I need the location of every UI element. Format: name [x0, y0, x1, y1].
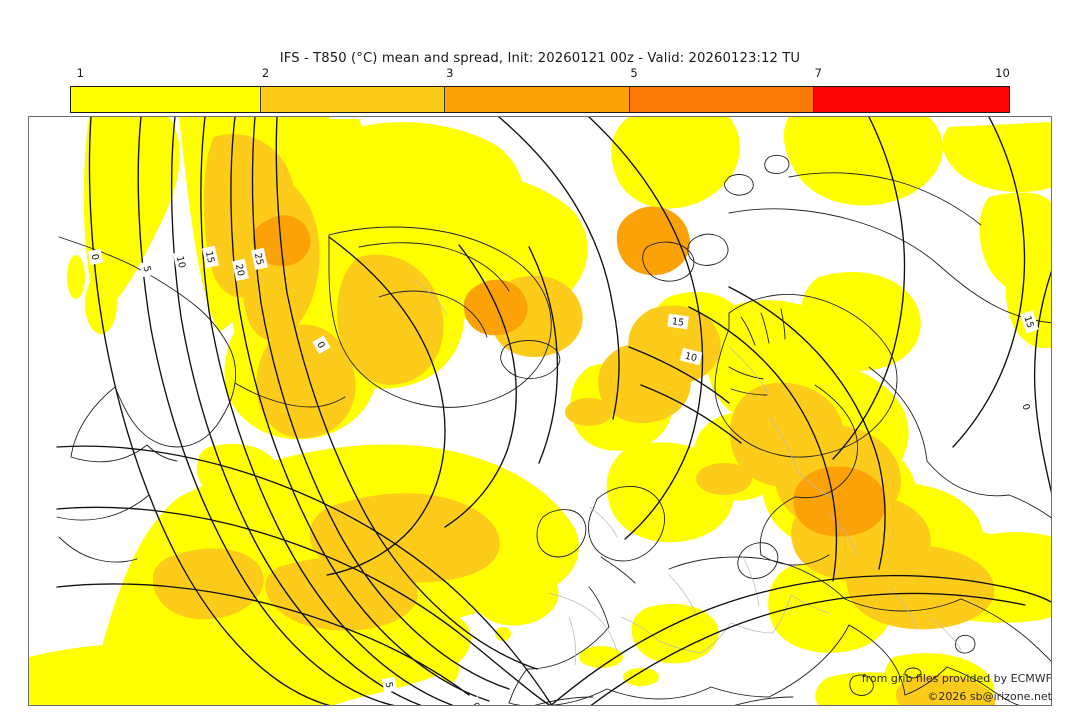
contour-lines — [56, 117, 1051, 705]
colorbar-tick-labels: 1 2 3 5 7 10 — [70, 66, 1010, 84]
colorbar-tick-7: 7 — [814, 66, 822, 80]
map-canvas[interactable]: 0 5 10 15 20 — [28, 116, 1052, 706]
colorbar-segment-3-5 — [444, 87, 630, 112]
colorbar-tick-5: 5 — [630, 66, 638, 80]
contour-label-0c: 0 — [469, 701, 481, 706]
contour-label-0d: 0 — [1019, 403, 1031, 412]
colorbar-gradient — [70, 86, 1010, 113]
page-title: IFS - T850 (°C) mean and spread, Init: 2… — [279, 51, 801, 66]
country-borders — [412, 278, 964, 666]
coastlines — [56, 154, 1051, 705]
colorbar-tick-3: 3 — [446, 66, 454, 80]
colorbar-tick-2: 2 — [261, 66, 270, 80]
contour-labels: 0 5 10 15 20 — [87, 245, 1039, 706]
map-plot: 0 5 10 15 20 — [29, 117, 1051, 706]
contour-label-10a: 10 — [174, 255, 187, 269]
colorbar-segment-7-10 — [812, 87, 1009, 112]
contour-label-15b: 15 — [671, 316, 685, 329]
contour-label-20a: 20 — [233, 263, 246, 277]
data-source-credit: from grib files provided by ECMWF — [861, 672, 1052, 685]
contour-label-5b: 5 — [383, 681, 395, 689]
contour-label-5a: 5 — [141, 265, 153, 273]
contour-label-0b: 0 — [314, 340, 327, 351]
contour-label-15a: 15 — [203, 250, 216, 264]
colorbar-segment-5-7 — [629, 87, 813, 112]
colorbar-tick-1: 1 — [76, 66, 84, 80]
colorbar-legend: 1 2 3 5 7 10 — [70, 66, 1010, 113]
spread-fill-level-3-5 — [252, 206, 887, 537]
contour-label-10b: 10 — [684, 351, 698, 365]
contour-label-25a: 25 — [252, 252, 265, 266]
copyright-credit: ©2026 sb@irizone.net — [927, 690, 1052, 703]
colorbar-segment-1-2 — [71, 87, 261, 112]
contour-label-15c: 15 — [1021, 315, 1035, 330]
colorbar-tick-10: 10 — [995, 66, 1010, 80]
colorbar-segment-2-3 — [260, 87, 445, 112]
contour-label-0a: 0 — [89, 253, 101, 261]
